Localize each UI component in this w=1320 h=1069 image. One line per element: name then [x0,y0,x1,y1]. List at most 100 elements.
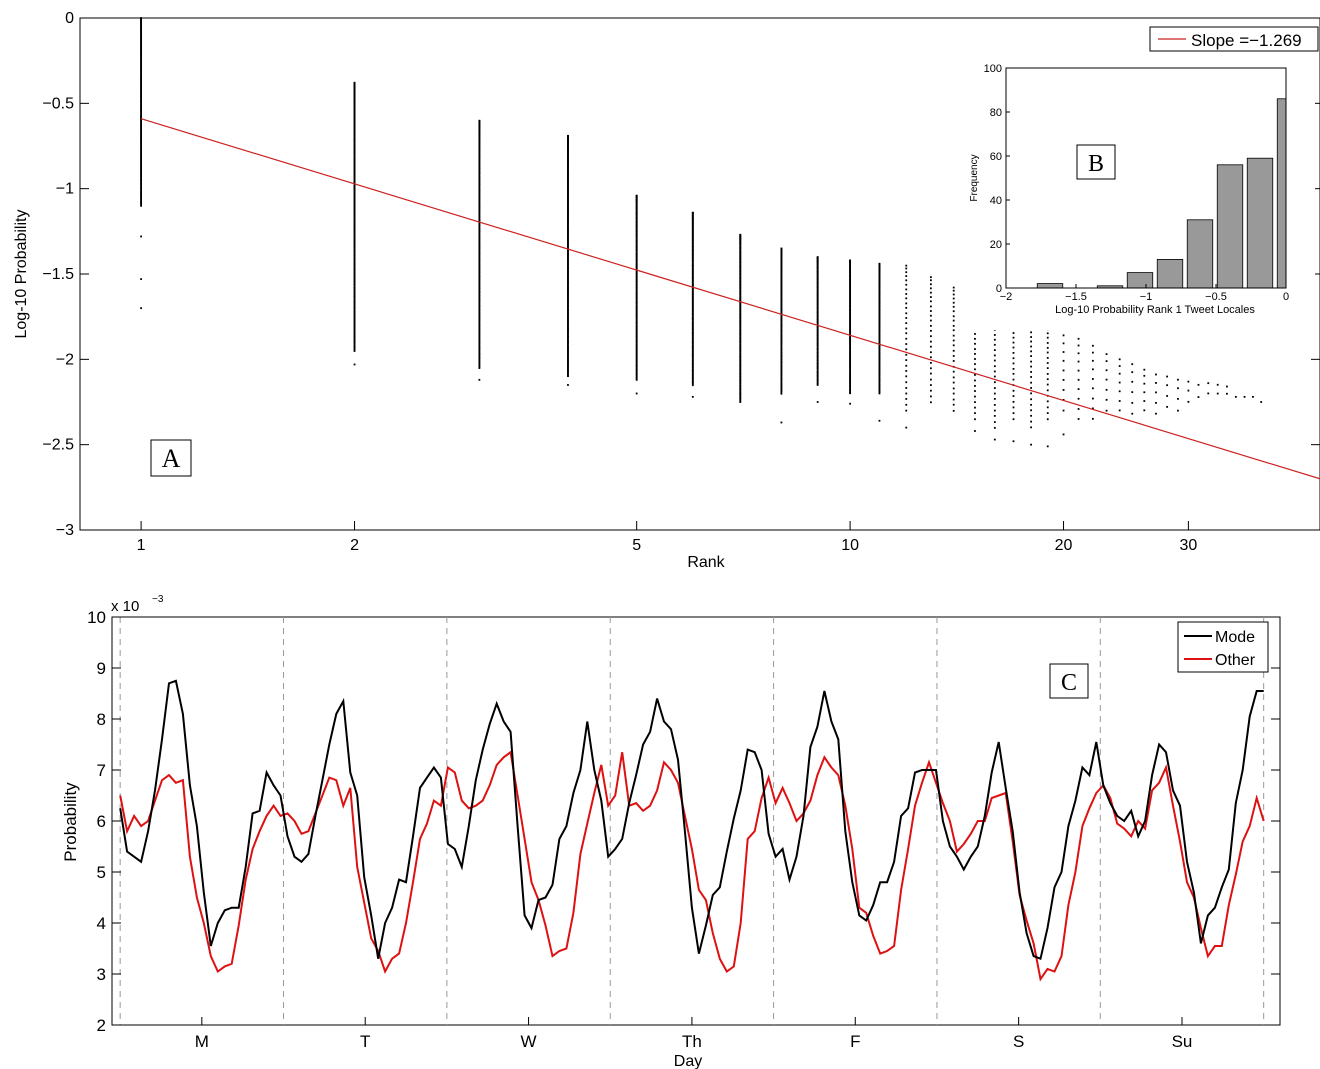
panel-a-point [816,350,819,353]
panel-a-point [140,101,143,104]
panel-a-point [691,309,694,312]
panel-a-point [567,227,569,230]
panel-a-point [635,292,638,295]
panel-a-point [905,322,908,325]
panel-a-point [1216,383,1219,386]
panel-a-point [878,337,881,340]
panel-a-point [780,263,783,266]
panel-a-point [691,364,694,367]
panel-a-point [140,58,143,60]
panel-a-point [974,379,976,382]
panel-a-point [849,376,852,379]
panel-a-point [1226,392,1228,395]
panel-a-point [780,289,783,292]
panel-a-point [140,88,143,90]
panel-a-point [849,293,852,296]
panel-a-outlier-point [140,235,143,238]
panel-a-outlier-point [635,392,638,395]
panel-a-point [353,182,356,184]
panel-a-point [929,335,932,338]
panel-a-point [780,309,783,312]
panel-a-point [567,363,569,366]
panel-a-point [952,409,955,412]
panel-a-point [478,348,481,351]
panel-a-point [739,337,742,340]
panel-a-point [739,364,742,367]
panel-a-point [567,221,569,224]
panel-a-point [929,401,932,404]
panel-a-point [567,325,569,328]
panel-a-point [353,335,356,338]
panel-a-point [691,301,694,304]
panel-a-point [635,332,638,335]
panel-a-point [691,352,694,355]
panel-a-point [929,279,932,282]
panel-a-point [739,255,742,257]
panel-a-point [974,412,976,415]
panel-a-point [140,81,143,83]
panel-a-point [691,348,694,351]
panel-a-point [140,97,143,100]
panel-a-point [849,367,852,370]
panel-a-point [635,333,638,336]
panel-a-point [353,128,356,131]
panel-a-point [849,385,852,388]
panel-a-rank-cluster [1252,395,1254,398]
panel-a-point [478,292,481,295]
panel-a-point [353,295,356,298]
panel-a-point [140,83,143,86]
panel-a-point [353,173,356,175]
panel-a-point [567,372,569,375]
panel-a-point [739,314,742,316]
panel-a-point [929,276,932,279]
panel-a-point [780,378,783,380]
panel-a-point [691,373,694,376]
panel-a-point [1131,371,1134,374]
panel-a-point [739,373,742,376]
panel-a-point [691,375,694,378]
panel-a-point [1077,337,1080,340]
panel-a-point [478,279,481,281]
panel-a-point [567,161,569,163]
panel-a-point [739,322,742,325]
panel-a-point [849,371,852,374]
panel-a-point [691,253,694,256]
panel-a-point [993,397,996,400]
panel-a-point [353,178,356,181]
panel-a-point [635,340,638,342]
panel-a-point [567,358,569,360]
panel-a-point [780,347,783,350]
panel-a-point [780,368,783,371]
panel-a-point [691,296,694,299]
panel-a-point [878,369,881,372]
panel-a-point [478,215,481,218]
panel-a-point [739,248,742,251]
panel-a-point [780,335,783,337]
panel-a-point [140,104,143,106]
panel-a-rank-cluster [1234,395,1237,398]
panel-a-point [780,290,783,293]
panel-a-point [567,281,569,284]
panel-a-point [567,179,569,182]
panel-a-point [140,160,143,162]
panel-a-point [739,344,742,347]
panel-a-point [780,316,783,319]
panel-a-point [567,289,569,292]
panel-c-y-tick-label: 2 [97,1016,106,1035]
panel-a-point [353,320,356,323]
panel-a-point [567,182,569,185]
panel-a-point [739,261,742,264]
panel-c-y-tick-label: 10 [87,608,106,627]
panel-a-point [567,283,569,286]
panel-a-point [952,329,955,332]
panel-a-point [878,324,881,326]
panel-a-point [140,143,143,145]
panel-a-point [1062,389,1065,391]
panel-a-point [353,263,356,266]
panel-a-point [140,189,143,192]
panel-a-point [739,389,742,392]
panel-a-point [780,378,783,381]
panel-a-point [478,226,481,229]
panel-a-point [816,361,819,364]
